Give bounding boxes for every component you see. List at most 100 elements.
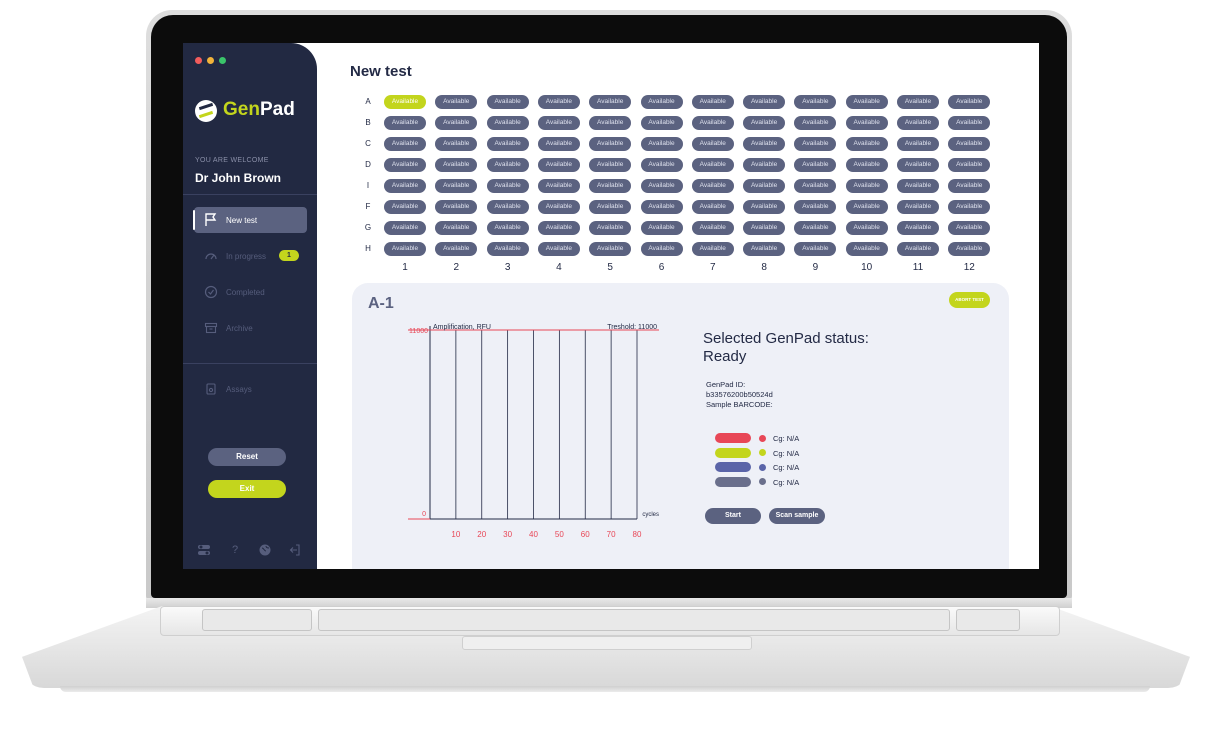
well-button[interactable]: Available [486, 242, 529, 256]
well-button[interactable]: Available [486, 116, 529, 130]
sidebar-item-completed[interactable]: Completed [194, 279, 307, 305]
help-icon[interactable]: ? [231, 544, 239, 556]
well-button[interactable]: Available [537, 116, 580, 130]
well-button[interactable]: Available [537, 242, 580, 256]
well-button[interactable]: Available [743, 116, 786, 130]
well-button[interactable]: Available [897, 95, 939, 109]
well-button[interactable]: Available [794, 158, 837, 172]
well-button[interactable]: Available [640, 221, 683, 235]
well-button[interactable]: Available [691, 95, 734, 109]
well-button[interactable]: Available [486, 95, 529, 109]
well-button[interactable]: Available [640, 95, 683, 109]
well-button[interactable]: Available [640, 158, 683, 172]
well-button[interactable]: Available [743, 137, 786, 151]
well-button[interactable]: Available [589, 242, 632, 256]
well-button[interactable]: Available [589, 179, 632, 193]
sidebar-item-assays[interactable]: Assays [194, 376, 307, 402]
well-button[interactable]: Available [691, 137, 734, 151]
well-button[interactable]: Available [486, 137, 529, 151]
well-button[interactable]: Available [435, 116, 478, 130]
well-button[interactable]: Available [435, 242, 478, 256]
well-button[interactable]: Available [691, 179, 734, 193]
globe-icon[interactable] [258, 543, 272, 557]
well-button[interactable]: Available [897, 242, 939, 256]
well-button[interactable]: Available [897, 137, 939, 151]
well-button[interactable]: Available [897, 158, 939, 172]
well-button[interactable]: Available [640, 137, 683, 151]
well-button[interactable]: Available [640, 242, 683, 256]
well-button[interactable]: Available [948, 200, 991, 214]
well-button[interactable]: Available [794, 221, 837, 235]
well-button[interactable]: Available [384, 200, 426, 214]
well-button[interactable]: Available [589, 221, 632, 235]
well-button[interactable]: Available [589, 95, 632, 109]
well-button[interactable]: Available [948, 158, 991, 172]
well-button[interactable]: Available [948, 137, 991, 151]
scan-sample-button[interactable]: Scan sample [769, 508, 825, 524]
well-button[interactable]: Available [794, 95, 837, 109]
well-button[interactable]: Available [948, 242, 991, 256]
well-button[interactable]: Available [640, 116, 683, 130]
logout-icon[interactable] [288, 543, 302, 557]
well-button[interactable]: Available [589, 158, 632, 172]
well-button[interactable]: Available [845, 242, 888, 256]
toggles-icon[interactable] [197, 543, 211, 557]
well-button[interactable]: Available [640, 200, 683, 214]
well-button[interactable]: Available [486, 221, 529, 235]
well-button[interactable]: Available [691, 116, 734, 130]
well-button[interactable]: Available [948, 221, 991, 235]
well-button[interactable]: Available [845, 179, 888, 193]
well-button[interactable]: Available [537, 221, 580, 235]
well-button[interactable]: Available [384, 95, 426, 109]
well-button[interactable]: Available [384, 116, 426, 130]
well-button[interactable]: Available [743, 95, 786, 109]
well-button[interactable]: Available [794, 137, 837, 151]
well-button[interactable]: Available [486, 158, 529, 172]
well-button[interactable]: Available [537, 200, 580, 214]
start-button[interactable]: Start [705, 508, 761, 524]
well-button[interactable]: Available [589, 137, 632, 151]
well-button[interactable]: Available [537, 179, 580, 193]
well-button[interactable]: Available [794, 179, 837, 193]
exit-button[interactable]: Exit [208, 480, 286, 498]
well-button[interactable]: Available [384, 242, 426, 256]
well-button[interactable]: Available [435, 95, 478, 109]
well-button[interactable]: Available [845, 200, 888, 214]
well-button[interactable]: Available [384, 137, 426, 151]
well-button[interactable]: Available [743, 221, 786, 235]
reset-button[interactable]: Reset [208, 448, 286, 466]
well-button[interactable]: Available [948, 95, 991, 109]
well-button[interactable]: Available [845, 137, 888, 151]
window-minimize-dot[interactable] [207, 57, 214, 64]
well-button[interactable]: Available [435, 221, 478, 235]
well-button[interactable]: Available [948, 179, 991, 193]
well-button[interactable]: Available [537, 95, 580, 109]
sidebar-item-archive[interactable]: Archive [194, 315, 307, 341]
well-button[interactable]: Available [845, 95, 888, 109]
well-button[interactable]: Available [794, 116, 837, 130]
well-button[interactable]: Available [691, 158, 734, 172]
well-button[interactable]: Available [794, 242, 837, 256]
well-button[interactable]: Available [743, 158, 786, 172]
well-button[interactable]: Available [794, 200, 837, 214]
well-button[interactable]: Available [691, 221, 734, 235]
sidebar-item-in-progress[interactable]: In progress 1 [194, 243, 307, 269]
well-button[interactable]: Available [537, 137, 580, 151]
well-button[interactable]: Available [845, 221, 888, 235]
abort-test-button[interactable]: ABORT TEST [949, 292, 990, 308]
window-close-dot[interactable] [195, 57, 202, 64]
well-button[interactable]: Available [486, 200, 529, 214]
well-button[interactable]: Available [897, 221, 939, 235]
well-button[interactable]: Available [435, 158, 478, 172]
well-button[interactable]: Available [537, 158, 580, 172]
well-button[interactable]: Available [589, 116, 632, 130]
well-button[interactable]: Available [845, 158, 888, 172]
well-button[interactable]: Available [691, 242, 734, 256]
well-button[interactable]: Available [743, 200, 786, 214]
well-button[interactable]: Available [948, 116, 991, 130]
well-button[interactable]: Available [845, 116, 888, 130]
well-button[interactable]: Available [691, 200, 734, 214]
well-button[interactable]: Available [435, 200, 478, 214]
sidebar-item-new-test[interactable]: New test [193, 207, 307, 233]
well-button[interactable]: Available [486, 179, 529, 193]
